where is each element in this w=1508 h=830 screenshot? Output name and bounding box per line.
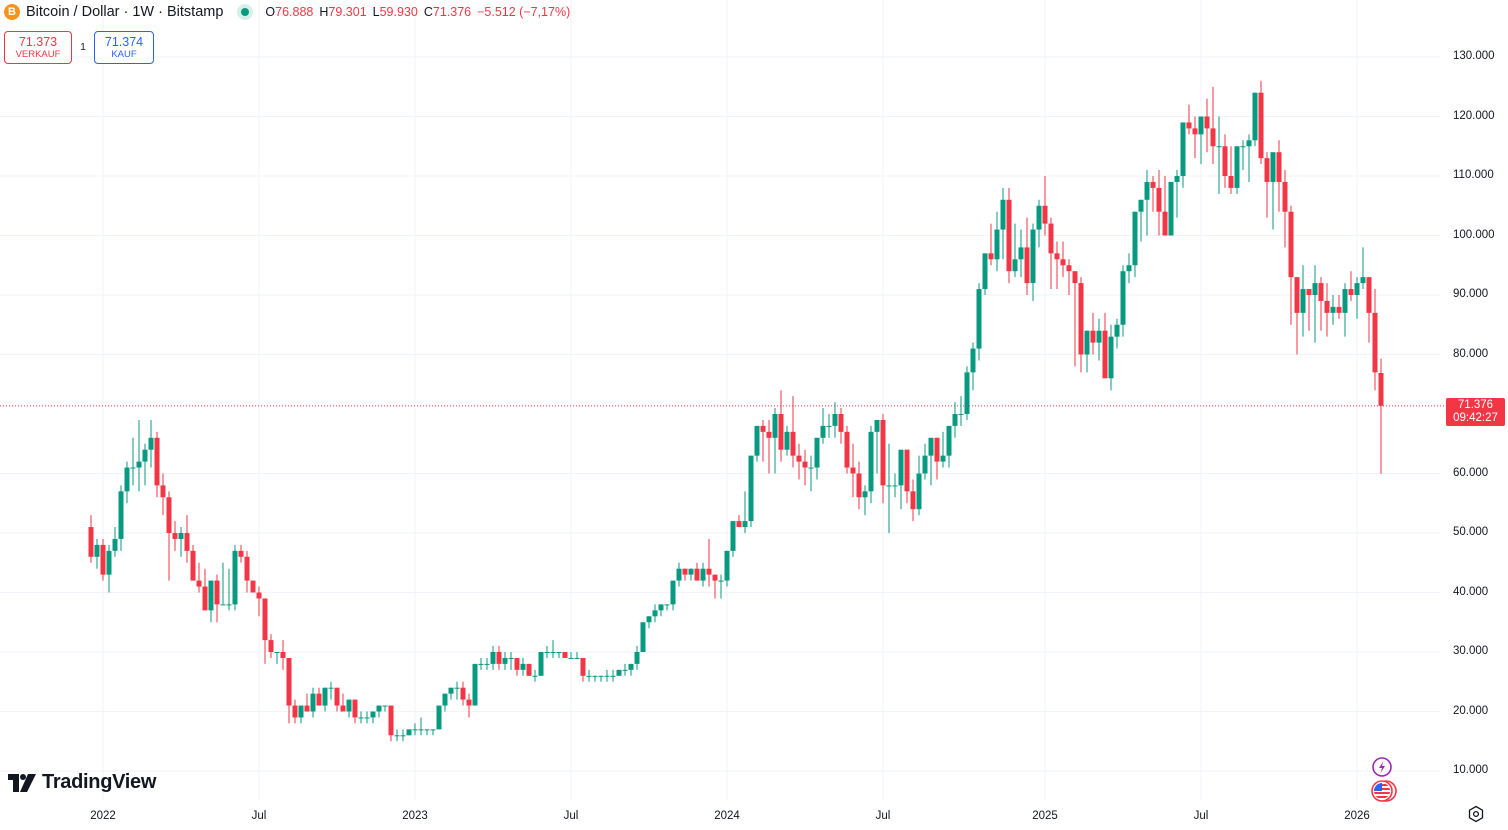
time-tick-label: 2025 bbox=[1032, 810, 1058, 822]
last-price-label: 71.376 09:42:27 bbox=[1446, 397, 1505, 426]
price-tick-label: 80.000 bbox=[1453, 347, 1489, 360]
buy-price: 71.374 bbox=[104, 34, 144, 49]
tradingview-logo-text: TradingView bbox=[42, 771, 157, 793]
open-key: O bbox=[265, 5, 276, 19]
time-tick-label: 2023 bbox=[402, 810, 428, 822]
us-flag-event-icon[interactable] bbox=[1370, 779, 1398, 803]
buy-button[interactable]: 71.374 KAUF bbox=[94, 31, 154, 64]
market-open-status-icon bbox=[237, 4, 254, 20]
bar-countdown: 09:42:27 bbox=[1453, 411, 1498, 424]
price-tick-label: 130.000 bbox=[1453, 50, 1495, 62]
time-tick-label: Jul bbox=[875, 810, 891, 822]
price-tick-label: 10.000 bbox=[1453, 764, 1489, 776]
symbol-title[interactable]: Bitcoin / Dollar · 1W · Bitstamp bbox=[26, 4, 224, 20]
price-tick-label: 100.000 bbox=[1453, 228, 1495, 241]
bitcoin-coin-icon: B bbox=[4, 4, 20, 20]
time-tick-label: 2022 bbox=[90, 810, 116, 822]
time-tick-label: 2026 bbox=[1344, 810, 1370, 822]
price-tick-label: 20.000 bbox=[1453, 704, 1489, 717]
low-value: 59.930 bbox=[379, 5, 418, 19]
price-tick-label: 110.000 bbox=[1453, 169, 1494, 181]
time-tick-label: 2024 bbox=[714, 810, 740, 822]
low-key: L bbox=[372, 5, 380, 19]
trade-buttons: 71.373 VERKAUF 1 71.374 KAUF bbox=[4, 31, 154, 64]
sell-button[interactable]: 71.373 VERKAUF bbox=[4, 31, 72, 64]
buy-label: KAUF bbox=[111, 48, 137, 60]
sell-price: 71.373 bbox=[18, 34, 58, 49]
tradingview-logo-icon bbox=[8, 773, 36, 792]
change-value: −5.512 (−7,17%) bbox=[477, 5, 571, 19]
time-tick-label: Jul bbox=[251, 810, 267, 822]
chart-header: B Bitcoin / Dollar · 1W · Bitstamp O76.8… bbox=[4, 4, 570, 20]
last-price-value: 71.376 bbox=[1457, 398, 1494, 411]
close-value: 71.376 bbox=[432, 5, 472, 19]
price-tick-label: 60.000 bbox=[1453, 466, 1489, 479]
time-tick-label: Jul bbox=[1193, 810, 1209, 822]
price-tick-label: 30.000 bbox=[1453, 645, 1489, 657]
spread-value: 1 bbox=[80, 42, 86, 53]
settings-gear-icon[interactable] bbox=[1467, 805, 1485, 823]
ohlc-values: O76.888 H79.301 L59.930 C71.376 −5.512 (… bbox=[265, 5, 570, 19]
price-tick-label: 120.000 bbox=[1453, 109, 1495, 122]
close-key: C bbox=[423, 5, 433, 19]
lightning-event-icon[interactable] bbox=[1371, 756, 1393, 778]
price-tick-label: 90.000 bbox=[1453, 288, 1489, 300]
open-value: 76.888 bbox=[275, 5, 314, 19]
price-tick-label: 40.000 bbox=[1453, 585, 1489, 598]
high-value: 79.301 bbox=[328, 5, 367, 19]
tradingview-logo[interactable]: TradingView bbox=[8, 771, 156, 794]
price-tick-label: 50.000 bbox=[1453, 526, 1489, 538]
time-tick-label: Jul bbox=[563, 810, 579, 822]
high-key: H bbox=[319, 5, 329, 19]
grid-lines bbox=[0, 0, 1440, 800]
sell-label: VERKAUF bbox=[15, 48, 61, 60]
candles bbox=[88, 80, 1384, 742]
